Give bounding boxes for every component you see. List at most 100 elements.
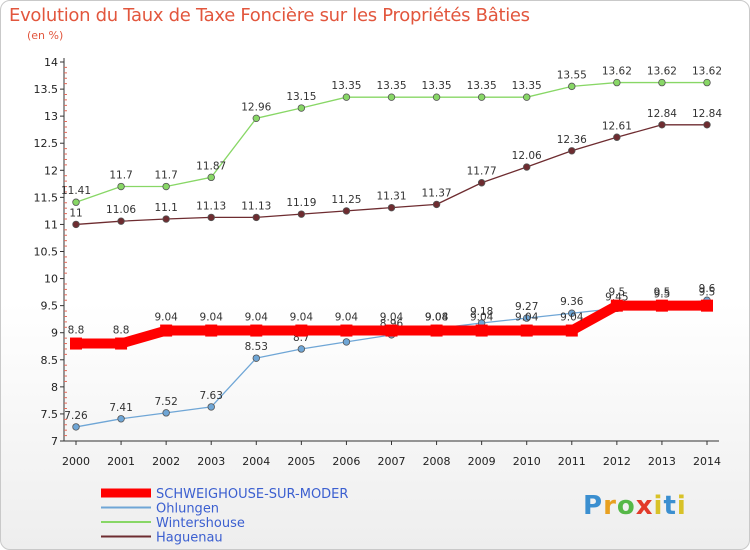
- legend-label: SCHWEIGHOUSE-SUR-MODER: [156, 487, 348, 502]
- x-tick-label: 2009: [468, 455, 496, 468]
- data-point-wintershouse: [523, 93, 531, 101]
- data-label-haguenau: 12.61: [602, 120, 632, 132]
- data-point-haguenau: [658, 121, 666, 129]
- data-label-schweighouse-sur-moder: 9.04: [290, 312, 314, 324]
- data-label-ohlungen: 7.52: [154, 396, 177, 408]
- y-tick-label: 11: [44, 218, 58, 231]
- y-tick-label: 10: [44, 273, 58, 286]
- data-point-ohlungen: [252, 354, 260, 362]
- y-tick-label: 8: [51, 381, 58, 394]
- chart-title: Evolution du Taux de Taxe Foncière sur l…: [9, 5, 530, 26]
- data-point-ohlungen: [342, 338, 351, 346]
- data-point-wintershouse: [207, 173, 215, 182]
- data-point-schweighouse-sur-moder: [430, 324, 443, 337]
- data-point-schweighouse-sur-moder: [520, 324, 533, 337]
- data-point-wintershouse: [477, 93, 486, 101]
- x-tick-label: 2002: [152, 455, 180, 468]
- data-point-haguenau: [72, 220, 80, 229]
- data-label-schweighouse-sur-moder: 9.04: [425, 312, 449, 324]
- data-label-ohlungen: 9.18: [470, 306, 493, 318]
- x-tick-label: 2006: [332, 455, 360, 468]
- data-label-wintershouse: 13.35: [331, 80, 361, 92]
- data-point-ohlungen: [72, 423, 80, 431]
- data-label-schweighouse-sur-moder: 9.04: [245, 312, 269, 324]
- data-point-wintershouse: [72, 198, 80, 206]
- data-label-haguenau: 11.77: [467, 166, 497, 178]
- data-point-ohlungen: [207, 403, 215, 411]
- data-point-ohlungen: [162, 409, 170, 417]
- data-label-ohlungen: 9.08: [425, 311, 448, 323]
- data-label-wintershouse: 13.55: [557, 69, 587, 81]
- data-point-wintershouse: [252, 114, 260, 123]
- data-label-haguenau: 11.31: [376, 191, 406, 203]
- x-tick-label: 2003: [197, 455, 225, 468]
- data-label-wintershouse: 13.35: [467, 80, 497, 92]
- data-point-haguenau: [568, 147, 576, 155]
- data-point-schweighouse-sur-moder: [701, 299, 713, 312]
- data-label-schweighouse-sur-moder: 9.04: [335, 312, 359, 324]
- data-label-wintershouse: 11.41: [61, 185, 91, 197]
- data-label-wintershouse: 11.7: [109, 170, 132, 182]
- data-label-ohlungen: 9.5: [654, 289, 671, 301]
- proxiti-logo: Proxiti: [583, 491, 687, 521]
- data-label-haguenau: 11.13: [196, 200, 226, 212]
- y-tick-label: 12: [44, 164, 58, 177]
- data-point-schweighouse-sur-moder: [610, 299, 623, 312]
- x-tick-label: 2011: [558, 455, 586, 468]
- chart-subtitle: (en %): [27, 29, 64, 42]
- y-tick-label: 12.5: [34, 137, 59, 150]
- data-point-haguenau: [432, 200, 441, 209]
- data-point-ohlungen: [568, 309, 576, 317]
- x-tick-label: 2004: [242, 455, 270, 468]
- data-point-schweighouse-sur-moder: [295, 324, 308, 337]
- data-point-schweighouse-sur-moder: [205, 324, 218, 337]
- data-point-haguenau: [523, 163, 531, 171]
- y-tick-label: 14: [44, 56, 58, 69]
- data-label-haguenau: 11.13: [241, 200, 271, 212]
- data-label-ohlungen: 7.41: [109, 402, 132, 414]
- data-label-wintershouse: 13.35: [422, 80, 452, 92]
- x-tick-label: 2010: [513, 455, 541, 468]
- data-point-haguenau: [477, 179, 486, 187]
- legend-label: Wintershouse: [156, 516, 245, 531]
- data-label-wintershouse: 13.35: [376, 80, 406, 92]
- data-label-ohlungen: 9.36: [560, 296, 584, 308]
- data-point-wintershouse: [387, 93, 396, 101]
- data-point-wintershouse: [162, 182, 170, 191]
- data-point-haguenau: [252, 213, 260, 222]
- y-tick-label: 7.5: [41, 408, 59, 421]
- data-point-schweighouse-sur-moder: [655, 299, 668, 312]
- data-point-ohlungen: [523, 314, 531, 322]
- legend-label: Haguenau: [156, 531, 223, 546]
- data-label-haguenau: 11.37: [422, 187, 452, 199]
- data-label-wintershouse: 11.87: [196, 160, 226, 172]
- data-label-wintershouse: 12.96: [241, 101, 271, 113]
- data-label-schweighouse-sur-moder: 9.04: [380, 312, 404, 324]
- data-point-schweighouse-sur-moder: [565, 324, 578, 337]
- data-point-wintershouse: [658, 78, 666, 87]
- data-label-schweighouse-sur-moder: 9.04: [470, 312, 494, 324]
- data-label-schweighouse-sur-moder: 9.5: [699, 287, 716, 299]
- data-label-ohlungen: 7.63: [200, 390, 223, 402]
- data-point-haguenau: [162, 215, 170, 223]
- y-tick-label: 8.5: [41, 354, 59, 367]
- y-tick-label: 9: [51, 327, 58, 340]
- x-tick-label: 2001: [107, 455, 135, 468]
- data-point-wintershouse: [297, 104, 306, 112]
- data-point-haguenau: [613, 133, 621, 141]
- data-label-wintershouse: 13.35: [512, 80, 542, 92]
- data-point-wintershouse: [342, 93, 351, 101]
- x-tick-label: 2008: [423, 455, 451, 468]
- data-point-haguenau: [117, 217, 125, 225]
- x-tick-label: 2000: [62, 455, 90, 468]
- x-tick-label: 2005: [287, 455, 315, 468]
- data-label-wintershouse: 13.15: [286, 91, 316, 103]
- data-label-ohlungen: 7.26: [64, 410, 88, 422]
- data-label-schweighouse-sur-moder: 8.8: [68, 325, 85, 337]
- data-point-schweighouse-sur-moder: [70, 337, 82, 350]
- data-point-schweighouse-sur-moder: [115, 337, 128, 350]
- data-label-ohlungen: 8.53: [245, 341, 268, 353]
- data-point-wintershouse: [117, 182, 125, 191]
